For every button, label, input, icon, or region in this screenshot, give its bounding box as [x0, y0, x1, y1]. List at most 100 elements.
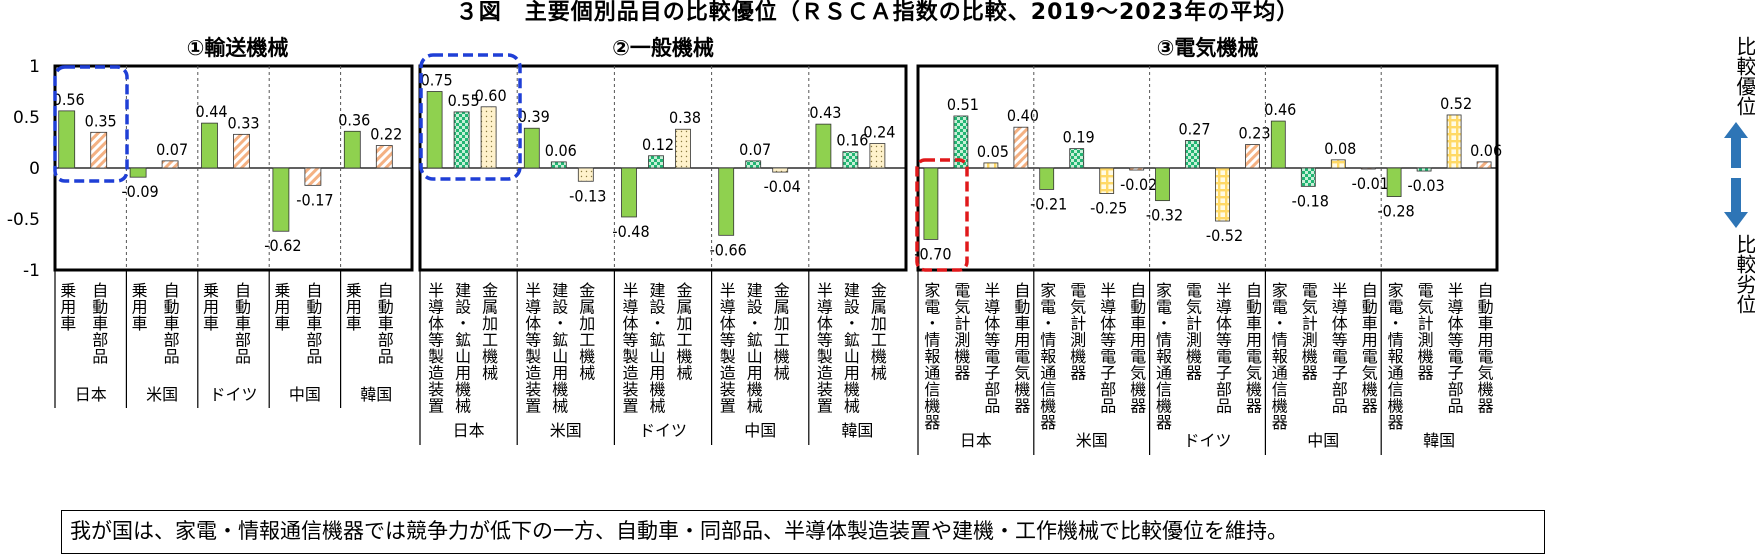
bar — [1330, 159, 1346, 169]
bar — [201, 122, 218, 169]
data-label: 0.05 — [977, 142, 1009, 161]
category-label: 半導体等電子部品 — [1329, 282, 1348, 414]
bar — [1013, 126, 1029, 169]
arrow-down-icon — [1724, 178, 1748, 228]
data-label: -0.18 — [1292, 191, 1329, 210]
data-label: -0.62 — [264, 236, 301, 255]
data-label: -0.02 — [1120, 175, 1157, 194]
data-label: -0.21 — [1030, 194, 1067, 213]
data-label: 0.23 — [1238, 124, 1270, 143]
category-label: 乗用車 — [200, 282, 219, 332]
bar — [983, 162, 999, 169]
country-usa: 米国 — [550, 421, 582, 440]
category-label: 半導体等電子部品 — [1213, 282, 1232, 414]
data-label: 0.06 — [545, 141, 577, 160]
bar — [1446, 114, 1462, 169]
data-label: -0.28 — [1377, 202, 1414, 221]
category-label: 自動車部品 — [232, 282, 251, 365]
category-label: 金属加工機械 — [771, 282, 790, 381]
bar — [815, 123, 832, 169]
bar — [523, 127, 540, 169]
data-label: 0.16 — [836, 131, 868, 150]
category-label: 家電・情報通信機器 — [1269, 282, 1288, 431]
country-china: 中国 — [744, 421, 776, 440]
panel-title-general: ②一般機械 — [612, 36, 714, 60]
bar — [480, 106, 497, 169]
category-label: 電気計測機器 — [951, 282, 970, 381]
data-label: 0.22 — [370, 125, 402, 144]
category-label: 建設・鉱山用機械 — [452, 282, 471, 414]
category-label: 電気計測機器 — [1299, 282, 1318, 381]
category-label: 建設・鉱山用機械 — [549, 282, 568, 414]
data-label: 0.39 — [518, 107, 550, 126]
data-label: 0.19 — [1063, 128, 1095, 147]
category-label: 自動車用電気機器 — [1127, 282, 1146, 414]
bar — [648, 155, 664, 169]
bar — [453, 111, 470, 169]
data-label: 0.08 — [1324, 139, 1356, 158]
data-label: -0.48 — [612, 222, 649, 241]
bar — [304, 167, 322, 186]
data-label: 0.35 — [85, 111, 117, 130]
category-label: 半導体等電子部品 — [981, 282, 1000, 414]
country-korea: 韓国 — [1423, 431, 1455, 450]
category-label: 乗用車 — [57, 282, 76, 332]
bar — [621, 167, 637, 218]
category-label: 自動車用電気機器 — [1011, 282, 1030, 414]
category-label: 半導体等電子部品 — [1445, 282, 1464, 414]
data-label: 0.36 — [338, 110, 370, 129]
data-label: 0.40 — [1007, 106, 1039, 125]
data-label: 0.60 — [475, 86, 507, 105]
data-label: 0.27 — [1178, 119, 1210, 138]
bar — [129, 167, 147, 178]
category-label: 半導体等製造装置 — [522, 282, 541, 414]
bar — [842, 151, 859, 169]
data-label: 0.24 — [863, 123, 895, 142]
data-label: 0.51 — [947, 95, 979, 114]
bar — [577, 167, 594, 182]
data-label: -0.25 — [1090, 199, 1127, 218]
category-label: 建設・鉱山用機械 — [744, 282, 763, 414]
side-label-advantage: 比較優位 — [1733, 36, 1755, 116]
data-label: 0.46 — [1264, 100, 1296, 119]
bar — [718, 167, 735, 236]
highlight-japan-transport — [53, 65, 129, 183]
y-tick-label: -0.5 — [7, 210, 40, 230]
country-japan: 日本 — [75, 385, 107, 404]
data-label: 0.12 — [642, 135, 674, 154]
bar — [923, 167, 939, 240]
category-label: 家電・情報通信機器 — [1037, 282, 1056, 431]
bar — [953, 115, 969, 169]
data-label: 0.56 — [53, 90, 85, 109]
category-label: 家電・情報通信機器 — [921, 282, 940, 431]
country-korea: 韓国 — [360, 385, 392, 404]
data-label: 0.43 — [809, 103, 841, 122]
bar — [426, 91, 443, 169]
bar — [1039, 167, 1055, 190]
data-label: -0.70 — [914, 244, 951, 263]
bar — [1245, 144, 1260, 169]
category-label: 自動車用電気機器 — [1475, 282, 1494, 414]
bar — [343, 130, 361, 169]
category-label: 金属加工機械 — [868, 282, 887, 381]
bar — [1215, 167, 1230, 222]
category-label: 家電・情報通信機器 — [1153, 282, 1172, 431]
bar — [1360, 167, 1376, 170]
category-label: 電気計測機器 — [1183, 282, 1202, 381]
arrow-up-icon — [1724, 122, 1748, 168]
country-germany: ドイツ — [639, 421, 687, 440]
category-label: 家電・情報通信機器 — [1385, 282, 1404, 431]
data-label: 0.75 — [421, 71, 453, 90]
country-china: 中国 — [1307, 431, 1339, 450]
category-label: 乗用車 — [343, 282, 362, 332]
country-china: 中国 — [289, 385, 321, 404]
category-label: 金属加工機械 — [479, 282, 498, 381]
data-label: 0.06 — [1470, 141, 1502, 160]
summary-note: 我が国は、家電・情報通信機器では競争力が低下の一方、自動車・同部品、半導体製造装… — [61, 510, 1545, 554]
bar — [869, 143, 886, 169]
bar — [58, 110, 76, 169]
country-germany: ドイツ — [209, 385, 257, 404]
bar — [1099, 167, 1115, 194]
bar — [745, 160, 762, 169]
